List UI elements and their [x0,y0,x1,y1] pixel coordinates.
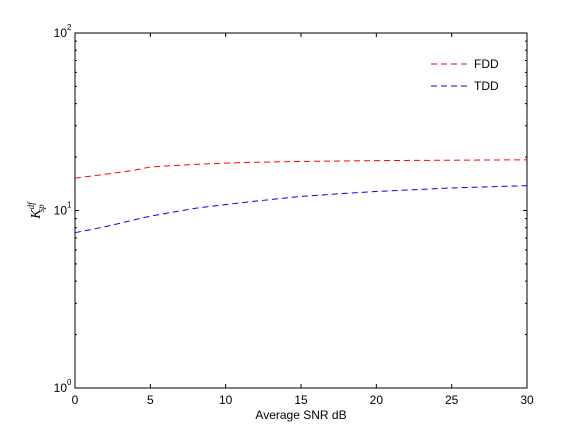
x-axis-label: Average SNR dB [255,408,346,422]
legend: FDD TDD [431,57,499,93]
y-tick-base: 10 [54,26,68,40]
y-tick-label: 10 [54,381,68,395]
y-tick-label: 10 [54,26,68,40]
x-tick-label: 10 [219,393,233,407]
y-axis-label-subscript: sp [36,204,46,213]
svg-text:Kdfsp: Kdfsp [26,201,46,220]
x-axis: 0 5 10 15 20 25 30 [72,33,534,407]
x-tick-label: 15 [294,393,308,407]
y-tick-exponent: 1 [67,201,72,210]
legend-label-fdd: FDD [474,57,499,71]
x-tick-label: 20 [370,393,384,407]
x-tick-label: 0 [72,393,79,407]
x-tick-label: 25 [445,393,459,407]
y-axis-label-superscript: df [26,201,36,210]
series-line-fdd [74,159,528,179]
x-tick-label: 5 [147,393,154,407]
y-axis-label: Kdfsp [26,201,46,220]
legend-label-tdd: TDD [474,79,499,93]
y-tick-exponent: 0 [67,378,72,387]
plot-area [74,32,528,389]
y-tick-label: 10 [54,204,68,218]
y-axis-label-base: K [29,209,44,220]
y-tick-base: 10 [54,204,68,218]
series-line-tdd [74,185,528,234]
y-tick-exponent: 2 [67,23,72,32]
series-layer [74,159,528,234]
x-tick-label: 30 [520,393,534,407]
y-tick-base: 10 [54,381,68,395]
